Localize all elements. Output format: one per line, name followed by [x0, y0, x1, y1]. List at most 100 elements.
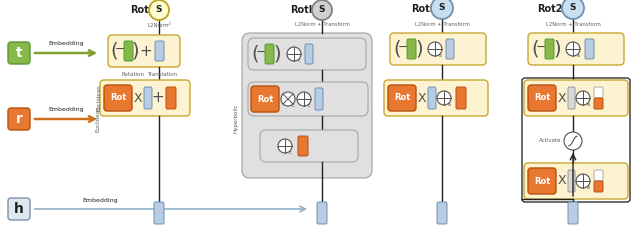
Text: c: c [292, 103, 294, 108]
Text: RotL: RotL [412, 4, 436, 14]
Text: S: S [439, 4, 445, 12]
Text: (: ( [393, 40, 401, 59]
FancyBboxPatch shape [315, 88, 323, 110]
Text: (: ( [531, 40, 539, 59]
Circle shape [562, 0, 584, 19]
Text: Embedding: Embedding [82, 198, 118, 203]
Text: Euclidean: Euclidean [95, 106, 100, 132]
Text: Activate: Activate [538, 138, 561, 144]
FancyBboxPatch shape [545, 39, 554, 59]
FancyBboxPatch shape [390, 33, 486, 65]
FancyBboxPatch shape [388, 85, 416, 111]
Text: Euclidean: Euclidean [97, 85, 102, 111]
FancyBboxPatch shape [108, 35, 180, 67]
FancyBboxPatch shape [251, 86, 279, 112]
Circle shape [149, 0, 169, 20]
Text: L2Norm + Transform: L2Norm + Transform [545, 22, 600, 27]
FancyBboxPatch shape [8, 42, 30, 64]
FancyBboxPatch shape [265, 44, 274, 64]
Text: S: S [319, 6, 325, 14]
Text: S: S [570, 4, 576, 12]
Text: Rot: Rot [394, 94, 410, 102]
Text: c: c [289, 150, 291, 155]
Text: L2Norm + Transform: L2Norm + Transform [294, 22, 349, 27]
Circle shape [287, 47, 301, 61]
Circle shape [566, 42, 580, 56]
FancyBboxPatch shape [437, 202, 447, 224]
Circle shape [564, 132, 582, 150]
Text: Rot: Rot [534, 94, 550, 102]
Text: a: a [587, 102, 590, 107]
Text: Embedding: Embedding [48, 107, 84, 112]
Text: Rot: Rot [110, 94, 126, 102]
Text: ): ) [131, 42, 139, 60]
Circle shape [431, 0, 453, 19]
Text: a: a [587, 185, 590, 190]
Text: r: r [15, 112, 22, 126]
Text: X: X [418, 91, 426, 104]
Text: +: + [152, 90, 164, 106]
Text: −: − [256, 46, 266, 59]
FancyBboxPatch shape [248, 82, 368, 116]
Circle shape [576, 174, 590, 188]
FancyBboxPatch shape [585, 39, 594, 59]
Text: RotE: RotE [131, 5, 156, 15]
FancyBboxPatch shape [568, 87, 575, 109]
Text: S: S [156, 6, 163, 14]
FancyBboxPatch shape [8, 198, 30, 220]
FancyBboxPatch shape [124, 41, 133, 61]
FancyBboxPatch shape [568, 202, 578, 224]
Text: L2Norm + Transform: L2Norm + Transform [415, 22, 469, 27]
FancyBboxPatch shape [524, 163, 628, 199]
FancyBboxPatch shape [166, 87, 176, 109]
Text: a: a [439, 53, 442, 58]
Circle shape [428, 42, 442, 56]
FancyBboxPatch shape [407, 39, 416, 59]
Text: c: c [298, 58, 300, 63]
FancyBboxPatch shape [524, 80, 628, 116]
FancyBboxPatch shape [528, 85, 556, 111]
Text: h: h [14, 202, 24, 216]
FancyBboxPatch shape [594, 170, 603, 181]
FancyBboxPatch shape [317, 202, 327, 224]
Circle shape [576, 91, 590, 105]
Text: −: − [115, 42, 125, 55]
Text: X: X [557, 174, 566, 187]
Text: Rot: Rot [534, 176, 550, 186]
Text: RotH: RotH [291, 5, 317, 15]
FancyBboxPatch shape [154, 202, 164, 224]
Circle shape [297, 92, 311, 106]
Text: +: + [140, 43, 152, 59]
Text: L2Norm²: L2Norm² [147, 23, 171, 28]
Text: Rot2L: Rot2L [537, 4, 569, 14]
Text: t: t [16, 46, 22, 60]
Circle shape [278, 139, 292, 153]
FancyBboxPatch shape [594, 181, 603, 192]
FancyBboxPatch shape [155, 41, 164, 61]
FancyBboxPatch shape [568, 170, 575, 192]
FancyBboxPatch shape [104, 85, 132, 111]
Text: ): ) [415, 40, 423, 59]
FancyBboxPatch shape [260, 130, 358, 162]
Text: (: ( [110, 42, 118, 60]
FancyBboxPatch shape [248, 38, 366, 70]
FancyBboxPatch shape [384, 80, 488, 116]
FancyBboxPatch shape [446, 39, 454, 59]
Text: c: c [308, 103, 310, 108]
Text: Embedding: Embedding [48, 41, 84, 46]
Text: Rotation: Rotation [122, 72, 145, 77]
Text: ): ) [553, 40, 561, 59]
FancyBboxPatch shape [100, 80, 190, 116]
Text: (: ( [252, 44, 259, 64]
Text: X: X [557, 91, 566, 104]
Text: −: − [397, 41, 408, 54]
Circle shape [437, 91, 451, 105]
FancyBboxPatch shape [8, 108, 30, 130]
Text: X: X [134, 91, 142, 104]
FancyBboxPatch shape [305, 44, 313, 64]
FancyBboxPatch shape [298, 136, 308, 156]
Text: a: a [448, 102, 451, 107]
FancyBboxPatch shape [594, 98, 603, 109]
Text: Rot: Rot [257, 95, 273, 103]
FancyBboxPatch shape [242, 33, 372, 178]
